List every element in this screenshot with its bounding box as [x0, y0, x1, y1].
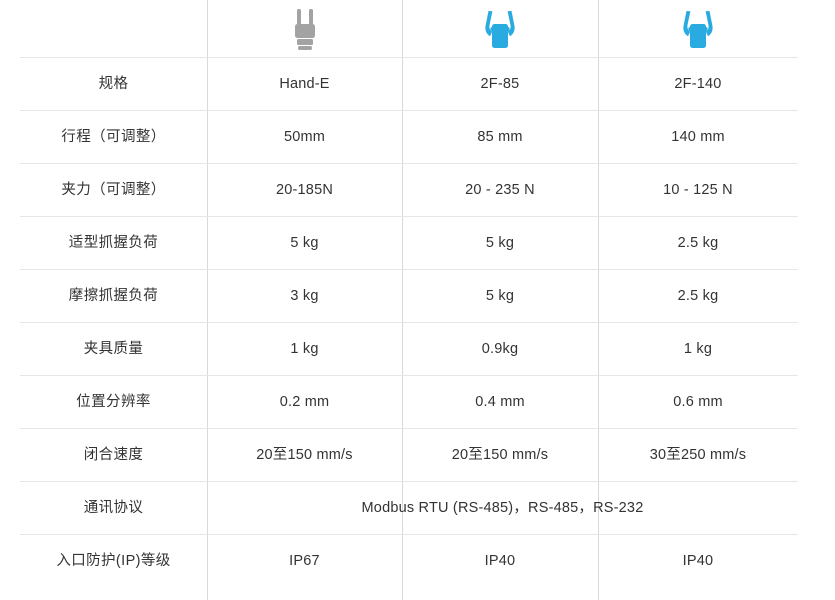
row-value-f2_140: 2.5 kg	[598, 216, 798, 270]
table-row: 入口防护(IP)等级 IP67 IP40 IP40	[20, 534, 798, 587]
header-icon-cell-f2_140	[598, 0, 798, 58]
row-value-f2_85: IP40	[402, 534, 598, 587]
row-value-f2_140: 2.5 kg	[598, 269, 798, 323]
table-row: 通讯协议 Modbus RTU (RS-485)，RS-485，RS-232	[20, 481, 798, 535]
row-value-f2_140: IP40	[598, 534, 798, 587]
row-value-hand_e: 50mm	[207, 110, 402, 164]
row-value-f2_85: 2F-85	[402, 57, 598, 111]
row-value-f2_85: 0.4 mm	[402, 375, 598, 429]
row-value-hand_e: 20至150 mm/s	[207, 428, 402, 482]
row-label: 闭合速度	[20, 428, 207, 482]
row-value-f2_85: 20 - 235 N	[402, 163, 598, 217]
row-value-f2_85: 5 kg	[402, 269, 598, 323]
table-row: 夹力（可调整） 20-185N 20 - 235 N 10 - 125 N	[20, 163, 798, 217]
row-value-hand_e: 3 kg	[207, 269, 402, 323]
row-label: 夹具质量	[20, 322, 207, 376]
row-value-f2_85: 5 kg	[402, 216, 598, 270]
spec-table: 规格 Hand-E 2F-85 2F-140 行程（可调整） 50mm 85 mm 140 m…	[20, 0, 798, 587]
table-row: 适型抓握负荷 5 kg 5 kg 2.5 kg	[20, 216, 798, 270]
row-value-f2_140: 140 mm	[598, 110, 798, 164]
row-label: 入口防护(IP)等级	[20, 534, 207, 587]
table-row: 行程（可调整） 50mm 85 mm 140 mm	[20, 110, 798, 164]
row-label: 适型抓握负荷	[20, 216, 207, 270]
row-value-hand_e: 0.2 mm	[207, 375, 402, 429]
row-value-f2_85: 20至150 mm/s	[402, 428, 598, 482]
gripper-hand-e-icon	[207, 6, 402, 54]
table-row: 规格 Hand-E 2F-85 2F-140	[20, 57, 798, 111]
row-value-hand_e: Hand-E	[207, 57, 402, 111]
table-row: 闭合速度 20至150 mm/s 20至150 mm/s 30至250 mm/s	[20, 428, 798, 482]
row-value-f2_140: 30至250 mm/s	[598, 428, 798, 482]
row-value-hand_e: IP67	[207, 534, 402, 587]
row-label: 行程（可调整）	[20, 110, 207, 164]
table-header-icon-row	[20, 0, 798, 58]
row-label: 位置分辨率	[20, 375, 207, 429]
table-row: 摩擦抓握负荷 3 kg 5 kg 2.5 kg	[20, 269, 798, 323]
row-value-hand_e: 20-185N	[207, 163, 402, 217]
row-value-hand_e: 1 kg	[207, 322, 402, 376]
gripper-2f-icon	[402, 6, 598, 54]
row-value-hand_e: 5 kg	[207, 216, 402, 270]
row-value-f2_85: 85 mm	[402, 110, 598, 164]
header-icon-cell-f2_85	[402, 0, 598, 58]
row-label: 规格	[20, 57, 207, 111]
row-label: 通讯协议	[20, 481, 207, 535]
row-value-merged: Modbus RTU (RS-485)，RS-485，RS-232	[207, 481, 798, 535]
table-row: 位置分辨率 0.2 mm 0.4 mm 0.6 mm	[20, 375, 798, 429]
row-label: 摩擦抓握负荷	[20, 269, 207, 323]
row-value-f2_140: 10 - 125 N	[598, 163, 798, 217]
header-spacer-cell	[20, 0, 207, 58]
row-value-f2_85: 0.9kg	[402, 322, 598, 376]
row-value-f2_140: 0.6 mm	[598, 375, 798, 429]
header-icon-cell-hand_e	[207, 0, 402, 58]
row-label: 夹力（可调整）	[20, 163, 207, 217]
gripper-2f-icon	[598, 6, 798, 54]
table-row: 夹具质量 1 kg 0.9kg 1 kg	[20, 322, 798, 376]
row-value-f2_140: 2F-140	[598, 57, 798, 111]
row-value-f2_140: 1 kg	[598, 322, 798, 376]
